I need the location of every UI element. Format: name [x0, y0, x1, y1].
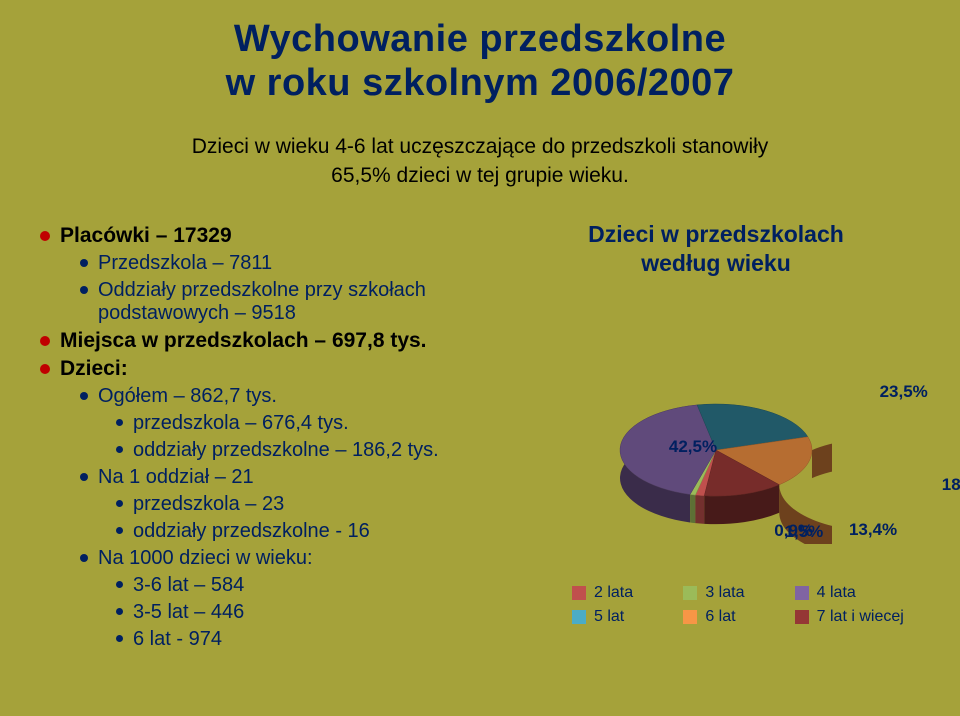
bullet-text: Przedszkola – 7811: [98, 252, 272, 275]
bullet-item: Na 1 oddział – 21: [80, 466, 500, 489]
title-line1: Wychowanie przedszkolne: [234, 18, 726, 60]
bullet-dot-icon: [40, 231, 50, 241]
bullet-item: Dzieci:: [40, 357, 500, 381]
bullet-item: Placówki – 17329: [40, 224, 500, 248]
bullet-item: Na 1000 dzieci w wieku:: [80, 547, 500, 570]
legend-swatch-icon: [795, 610, 809, 624]
legend-label: 3 lata: [705, 584, 744, 602]
bullet-text: przedszkola – 23: [133, 493, 284, 516]
legend-swatch-icon: [683, 586, 697, 600]
subtitle-line1: Dzieci w wieku 4-6 lat uczęszczające do …: [192, 135, 769, 158]
bullet-item: 6 lat - 974: [116, 628, 500, 651]
bullet-dot-icon: [80, 473, 88, 481]
bullet-item: 3-6 lat – 584: [116, 574, 500, 597]
chart-title: Dzieci w przedszkolach według wieku: [512, 220, 920, 278]
legend-swatch-icon: [572, 610, 586, 624]
slide-title: Wychowanie przedszkolne w roku szkolnym …: [40, 18, 920, 105]
bullet-dot-icon: [116, 608, 123, 615]
legend-swatch-icon: [572, 586, 586, 600]
legend-label: 2 lata: [594, 584, 633, 602]
pie-percent-label: 0,9%: [774, 521, 813, 541]
bullet-dot-icon: [80, 554, 88, 562]
legend-item: 7 lat i wiecej: [795, 608, 920, 626]
bullet-dot-icon: [40, 364, 50, 374]
bullet-item: przedszkola – 23: [116, 493, 500, 516]
bullet-item: oddziały przedszkolne - 16: [116, 520, 500, 543]
legend-item: 2 lata: [572, 584, 649, 602]
bullet-text: Dzieci:: [60, 357, 128, 381]
legend-label: 6 lat: [705, 608, 735, 626]
bullet-text: 3-5 lat – 446: [133, 601, 244, 624]
bullet-dot-icon: [116, 446, 123, 453]
legend-swatch-icon: [795, 586, 809, 600]
bullet-dot-icon: [116, 635, 123, 642]
bullet-item: Oddziały przedszkolne przy szkołach pods…: [80, 279, 500, 325]
bullet-text: Oddziały przedszkolne przy szkołach pods…: [98, 279, 500, 325]
bullet-item: Przedszkola – 7811: [80, 252, 500, 275]
bullet-text: oddziały przedszkolne - 16: [133, 520, 370, 543]
pie-percent-label: 18,2%: [942, 475, 960, 495]
legend-item: 3 lata: [683, 584, 760, 602]
bullet-text: przedszkola – 676,4 tys.: [133, 412, 349, 435]
legend-label: 4 lata: [817, 584, 856, 602]
bullet-text: oddziały przedszkolne – 186,2 tys.: [133, 439, 439, 462]
legend-item: 4 lata: [795, 584, 920, 602]
bullet-item: Ogółem – 862,7 tys.: [80, 385, 500, 408]
bullet-dot-icon: [116, 419, 123, 426]
legend-item: 6 lat: [683, 608, 760, 626]
bullet-dot-icon: [80, 259, 88, 267]
bullet-text: Na 1000 dzieci w wieku:: [98, 547, 313, 570]
subtitle-line2: 65,5% dzieci w tej grupie wieku.: [331, 164, 629, 187]
bullet-text: Miejsca w przedszkolach – 697,8 tys.: [60, 329, 427, 353]
bullet-item: oddziały przedszkolne – 186,2 tys.: [116, 439, 500, 462]
bullet-text: 6 lat - 974: [133, 628, 222, 651]
bullet-item: przedszkola – 676,4 tys.: [116, 412, 500, 435]
legend-label: 5 lat: [594, 608, 624, 626]
bullet-dot-icon: [116, 500, 123, 507]
bullet-item: Miejsca w przedszkolach – 697,8 tys.: [40, 329, 500, 353]
title-line2: w roku szkolnym 2006/2007: [226, 62, 735, 104]
pie-chart-area: 2 lata 3 lata 4 lata 5 lat 6 lat 7 lat i wiec…: [512, 284, 920, 644]
legend-item: 5 lat: [572, 608, 649, 626]
bullet-item: 3-5 lat – 446: [116, 601, 500, 624]
slide: Wychowanie przedszkolne w roku szkolnym …: [0, 0, 960, 716]
legend-label: 7 lat i wiecej: [817, 608, 904, 626]
chart-title-line2: według wieku: [641, 250, 791, 276]
bullet-text: Ogółem – 862,7 tys.: [98, 385, 277, 408]
bullet-text: Placówki – 17329: [60, 224, 232, 248]
bullets-column: Placówki – 17329 Przedszkola – 7811 Oddzia…: [40, 220, 500, 655]
pie-percent-label: 23,5%: [880, 382, 928, 402]
bullet-dot-icon: [116, 527, 123, 534]
bullet-dot-icon: [80, 286, 88, 294]
pie-percent-label: 13,4%: [849, 520, 897, 540]
bullet-dot-icon: [80, 392, 88, 400]
bullet-dot-icon: [116, 581, 123, 588]
slide-subtitle: Dzieci w wieku 4-6 lat uczęszczające do …: [40, 133, 920, 190]
chart-title-line1: Dzieci w przedszkolach: [588, 221, 844, 247]
pie-percent-label: 42,5%: [669, 437, 717, 457]
bullet-dot-icon: [40, 336, 50, 346]
chart-column: Dzieci w przedszkolach według wieku 2 la…: [512, 220, 920, 655]
bullet-text: 3-6 lat – 584: [133, 574, 244, 597]
chart-legend: 2 lata 3 lata 4 lata 5 lat 6 lat 7 lat i wiec…: [572, 584, 920, 626]
legend-swatch-icon: [683, 610, 697, 624]
content-columns: Placówki – 17329 Przedszkola – 7811 Oddzia…: [40, 220, 920, 655]
bullet-text: Na 1 oddział – 21: [98, 466, 254, 489]
